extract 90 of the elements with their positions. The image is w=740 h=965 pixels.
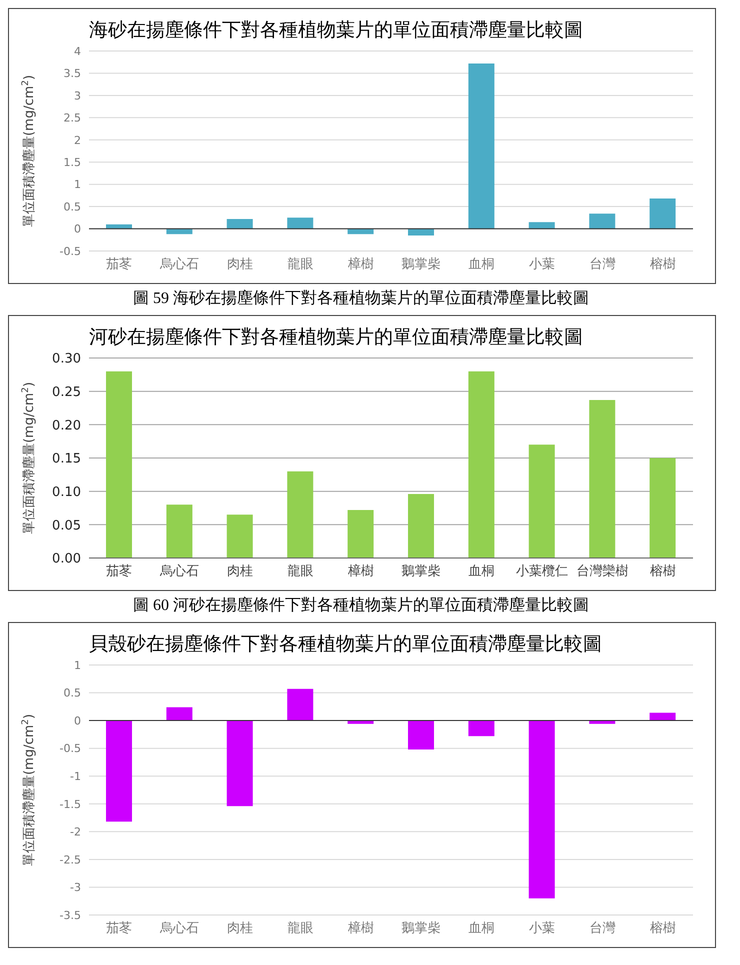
x-tick-label: 茄苳 (106, 564, 132, 580)
y-tick-label: 0.10 (52, 484, 81, 500)
bar (348, 720, 374, 724)
y-tick-label: -0.5 (60, 742, 81, 756)
x-tick-label: 烏心石 (159, 563, 200, 580)
y-tick-label: 0 (74, 714, 81, 728)
x-tick-label: 台灣 (589, 921, 616, 936)
x-tick-label: 樟樹 (346, 920, 374, 936)
x-tick-label: 血桐 (468, 257, 495, 272)
chart-title: 海砂在揚塵條件下對各種植物葉片的單位面積滯塵量比較圖 (89, 18, 584, 43)
x-tick-label: 茄苳 (106, 921, 132, 936)
bar (408, 720, 434, 750)
x-tick-label: 鵝掌柴 (402, 921, 441, 936)
y-tick-label: 0.25 (52, 384, 81, 400)
bar (106, 371, 132, 558)
y-tick-label: 4 (74, 44, 81, 58)
x-tick-label: 榕樹 (650, 564, 676, 580)
y-tick-label: 2 (74, 134, 81, 147)
x-tick-label: 榕樹 (650, 921, 676, 936)
y-tick-label: 0.20 (52, 418, 81, 434)
y-tick-label: 3.5 (64, 67, 81, 80)
y-tick-label: 1.5 (64, 156, 81, 170)
x-tick-label: 茄苳 (106, 257, 132, 272)
x-tick-label: 樟樹 (346, 563, 374, 580)
bar (589, 400, 616, 558)
x-tick-label: 台灣欒樹 (576, 564, 628, 580)
bar (106, 720, 132, 822)
y-tick-label: -2.5 (60, 853, 81, 866)
chart-title: 河砂在揚塵條件下對各種植物葉片的單位面積滯塵量比較圖 (89, 325, 584, 350)
bar (287, 688, 314, 721)
chart-title: 貝殼砂在揚塵條件下對各種植物葉片的單位面積滯塵量比較圖 (89, 632, 603, 657)
x-tick-label: 龍眼 (287, 564, 314, 580)
y-tick-label: -1 (70, 770, 81, 784)
y-tick-label: 0.5 (64, 200, 81, 214)
x-tick-label: 小葉 (529, 921, 555, 936)
bar (468, 720, 494, 736)
bar (106, 224, 132, 229)
x-tick-label: 小葉欖仁 (516, 564, 568, 580)
y-tick-label: -2 (70, 826, 81, 839)
bar (348, 510, 374, 558)
bar (166, 707, 192, 721)
y-tick-label: -1.5 (60, 798, 81, 811)
x-tick-label: 榕樹 (650, 257, 676, 272)
x-tick-label: 小葉 (529, 257, 555, 272)
x-tick-label: 肉桂 (227, 921, 253, 936)
x-tick-label: 烏心石 (159, 256, 200, 272)
y-tick-label: 1 (74, 178, 81, 192)
bar (650, 458, 676, 558)
x-tick-label: 血桐 (468, 564, 495, 580)
bar (589, 214, 616, 229)
bar (468, 371, 494, 558)
y-tick-label: -0.5 (60, 244, 81, 258)
bar (408, 228, 434, 236)
x-tick-label: 烏心石 (159, 920, 200, 936)
bar (650, 712, 676, 721)
bar (528, 444, 555, 558)
bar (528, 720, 555, 898)
y-tick-label: 0 (74, 222, 81, 236)
x-tick-label: 肉桂 (227, 257, 253, 272)
bar (528, 222, 555, 229)
x-tick-label: 龍眼 (287, 921, 314, 936)
y-tick-label: -3.5 (60, 908, 81, 922)
caption: 圖 59 海砂在揚塵條件下對各種植物葉片的單位面積滯塵量比較圖 (132, 288, 590, 309)
x-tick-label: 血桐 (468, 921, 495, 936)
bar (166, 504, 192, 558)
bar (468, 63, 494, 229)
y-tick-label: -3 (70, 881, 81, 894)
caption: 圖 60 河砂在揚塵條件下對各種植物葉片的單位面積滯塵量比較圖 (132, 596, 590, 616)
bar (589, 720, 616, 724)
x-tick-label: 鵝掌柴 (402, 257, 441, 272)
y-tick-label: 0.30 (52, 352, 81, 367)
y-tick-label: 0.5 (64, 686, 81, 700)
y-tick-label: 0.15 (52, 452, 81, 467)
bar (287, 218, 314, 229)
bar (226, 720, 253, 806)
x-tick-label: 樟樹 (346, 256, 374, 272)
bar (408, 494, 434, 558)
x-tick-label: 龍眼 (287, 257, 314, 272)
x-tick-label: 肉桂 (227, 564, 253, 580)
y-tick-label: 0.00 (52, 552, 81, 567)
bar (226, 219, 253, 229)
bar (226, 514, 253, 558)
y-tick-label: 0.05 (52, 518, 81, 534)
bar (650, 198, 676, 229)
x-tick-label: 鵝掌柴 (402, 564, 441, 580)
y-tick-label: 1 (74, 658, 81, 672)
y-tick-label: 3 (74, 89, 81, 102)
x-tick-label: 台灣 (589, 257, 616, 272)
y-tick-label: 2.5 (64, 112, 81, 125)
bar (287, 471, 314, 558)
